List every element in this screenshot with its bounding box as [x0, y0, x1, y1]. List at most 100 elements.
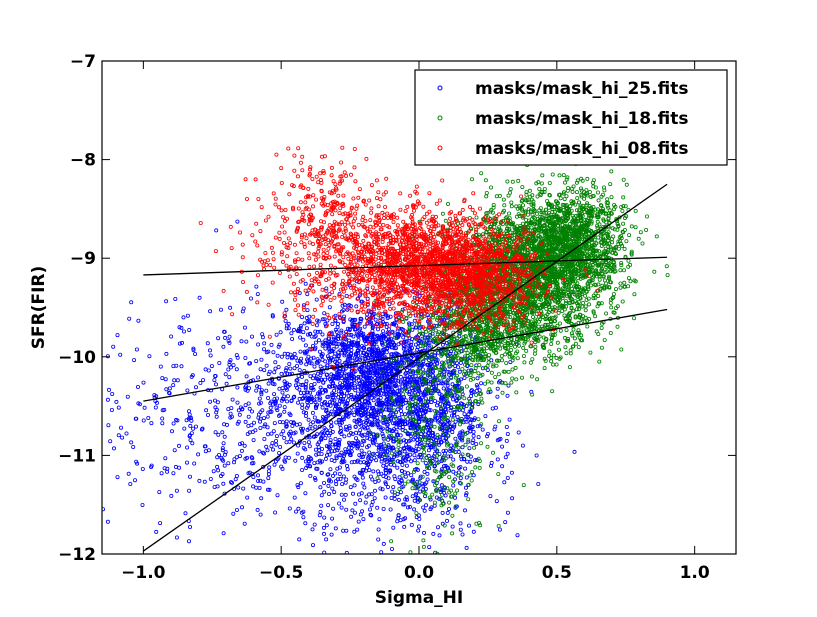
data-point	[421, 530, 426, 535]
data-point	[360, 443, 365, 448]
data-point	[188, 438, 193, 443]
data-point	[300, 405, 305, 410]
data-point	[308, 374, 313, 379]
data-point	[254, 359, 259, 364]
data-point	[115, 333, 120, 338]
data-point	[300, 402, 305, 407]
data-point	[261, 479, 266, 484]
data-point	[303, 281, 308, 286]
data-point	[174, 488, 179, 493]
data-point	[402, 524, 407, 529]
data-point	[329, 340, 334, 345]
data-point	[398, 380, 403, 385]
data-point	[249, 334, 254, 339]
data-point	[290, 336, 295, 341]
data-point	[190, 441, 195, 446]
data-point	[265, 432, 270, 437]
data-point	[306, 440, 311, 445]
data-point	[404, 463, 409, 468]
data-point	[514, 204, 519, 209]
data-point	[343, 480, 348, 485]
data-point	[230, 397, 235, 402]
data-point	[321, 525, 326, 530]
data-point	[169, 429, 174, 434]
data-point	[479, 171, 484, 176]
data-point	[246, 401, 251, 406]
data-point	[494, 499, 499, 504]
data-point	[213, 382, 218, 387]
data-point	[339, 384, 344, 389]
data-point	[265, 448, 270, 453]
data-point	[308, 390, 313, 395]
data-point	[373, 479, 378, 484]
data-point	[396, 497, 401, 502]
data-point	[330, 384, 335, 389]
data-point	[261, 416, 266, 421]
data-point	[229, 406, 234, 411]
data-point	[361, 369, 366, 374]
data-point	[258, 425, 263, 430]
data-point	[505, 179, 510, 184]
data-point	[330, 516, 335, 521]
data-point	[266, 395, 271, 400]
data-point	[337, 501, 342, 506]
data-point	[571, 327, 576, 332]
data-point	[490, 406, 495, 411]
data-point	[141, 418, 146, 423]
data-point	[397, 326, 402, 331]
data-point	[167, 386, 172, 391]
data-point	[191, 426, 196, 431]
data-point	[495, 394, 500, 399]
data-point	[132, 478, 137, 483]
data-point	[163, 377, 168, 382]
data-point	[514, 390, 519, 395]
data-point	[301, 515, 306, 520]
data-point	[385, 314, 390, 319]
data-point	[383, 367, 388, 372]
data-point	[268, 405, 273, 410]
data-point	[314, 297, 319, 302]
data-point	[274, 434, 279, 439]
data-point	[258, 367, 263, 372]
data-point	[242, 443, 247, 448]
data-point	[311, 355, 316, 360]
data-point	[494, 194, 499, 199]
data-point	[422, 508, 427, 513]
data-point	[567, 365, 572, 370]
data-point	[213, 430, 218, 435]
data-point	[532, 351, 537, 356]
data-point	[226, 461, 231, 466]
data-point	[270, 447, 275, 452]
data-point	[286, 455, 291, 460]
data-point	[619, 347, 624, 352]
data-point	[131, 444, 136, 449]
data-point	[243, 419, 248, 424]
data-point	[106, 423, 111, 428]
data-point	[243, 355, 248, 360]
data-point	[474, 215, 479, 220]
data-point	[284, 399, 289, 404]
data-point	[208, 476, 213, 481]
data-point	[505, 393, 510, 398]
data-point	[259, 357, 264, 362]
data-point	[163, 456, 168, 461]
data-point	[154, 529, 159, 534]
data-point	[295, 451, 300, 456]
data-point	[362, 485, 367, 490]
data-point	[341, 474, 346, 479]
data-point	[295, 358, 300, 363]
data-point	[464, 545, 469, 550]
data-point	[469, 177, 474, 182]
data-point	[328, 403, 333, 408]
data-point	[504, 424, 509, 429]
data-point	[324, 537, 329, 542]
data-point	[351, 340, 356, 345]
data-point	[275, 493, 280, 498]
data-point	[264, 388, 269, 393]
data-point	[197, 295, 202, 300]
data-point	[431, 531, 436, 536]
data-point	[483, 414, 488, 419]
data-point	[341, 385, 346, 390]
data-point	[236, 485, 241, 490]
data-point	[476, 402, 481, 407]
